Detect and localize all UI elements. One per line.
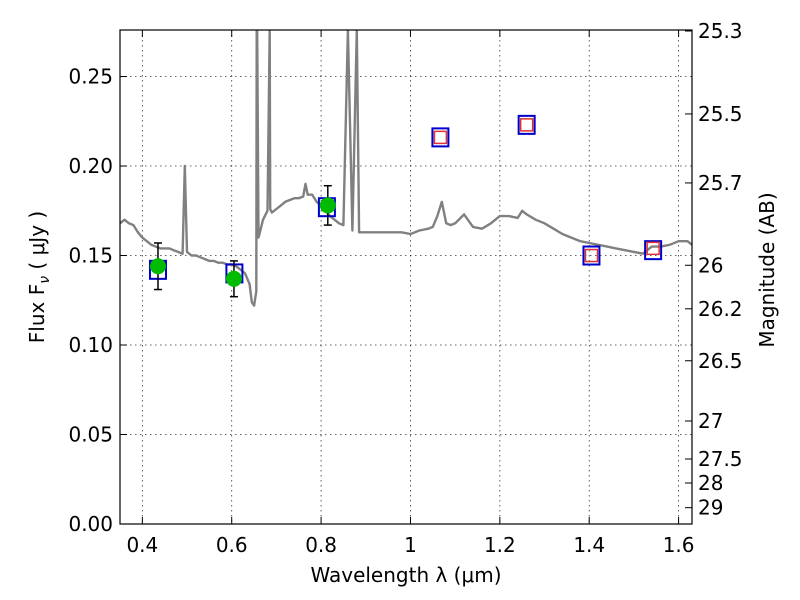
x-tick-label: 1 [404,533,417,557]
model-photometry-box [431,127,450,148]
measured-flux-point [319,197,336,214]
mag-tick-label: 28 [698,471,723,495]
y-axis-label-sub: ν [37,276,53,284]
x-tick-label: 0.8 [305,533,337,557]
model-photometry-box [517,114,536,135]
plot-frame [119,29,693,525]
axes: 0.4 0.6 0.8 1 1.2 1.4 1.6 0.00 0.05 0.10 0.15 0.20 0… [68,19,742,557]
model-photometry-box [582,245,601,266]
mag-tick-label: 25.7 [698,171,743,195]
x-tick-label: 0.6 [216,533,248,557]
y-tick-label: 0.05 [68,423,113,447]
plot-area [120,30,692,307]
upper-limit-marker [519,118,534,132]
y-tick-label: 0.20 [68,154,113,178]
mag-tick-label: 27.5 [698,447,743,471]
mag-tick-label: 25.5 [698,102,743,126]
measured-flux-point [225,270,242,287]
x-tick-label: 1.6 [663,533,695,557]
y-tick-label: 0.15 [68,244,113,268]
upper-limit-marker [433,130,448,145]
right-axis-label: Magnitude (AB) [755,192,779,347]
y-tick-label: 0.00 [68,512,113,536]
spectrum-line [120,30,692,307]
x-tick-label: 1.2 [484,533,516,557]
upper-limit-marker [584,248,599,263]
x-tick-label: 1.4 [573,533,605,557]
upper-limit-marker [646,241,660,256]
y-axis-label-unit: ( μJy ) [25,211,49,276]
mag-tick-label: 27 [698,409,723,433]
y-tick-label: 0.10 [68,333,113,357]
mag-tick-label: 26.2 [698,297,743,321]
mag-tick-label: 26 [698,253,723,277]
measured-flux-point [149,258,166,275]
y-axis-label-main: Flux F [25,284,49,343]
mag-tick-label: 25.3 [698,19,743,43]
mag-tick-label: 26.5 [698,349,743,373]
y-tick-label: 0.25 [68,65,113,89]
model-photometry-box [644,240,663,261]
y-axis-label: Flux Fν ( μJy ) [25,211,53,343]
x-tick-label: 0.4 [126,533,158,557]
mag-tick-label: 29 [698,496,723,520]
grid-lines [120,30,692,524]
x-axis-label: Wavelength λ (μm) [310,563,501,587]
